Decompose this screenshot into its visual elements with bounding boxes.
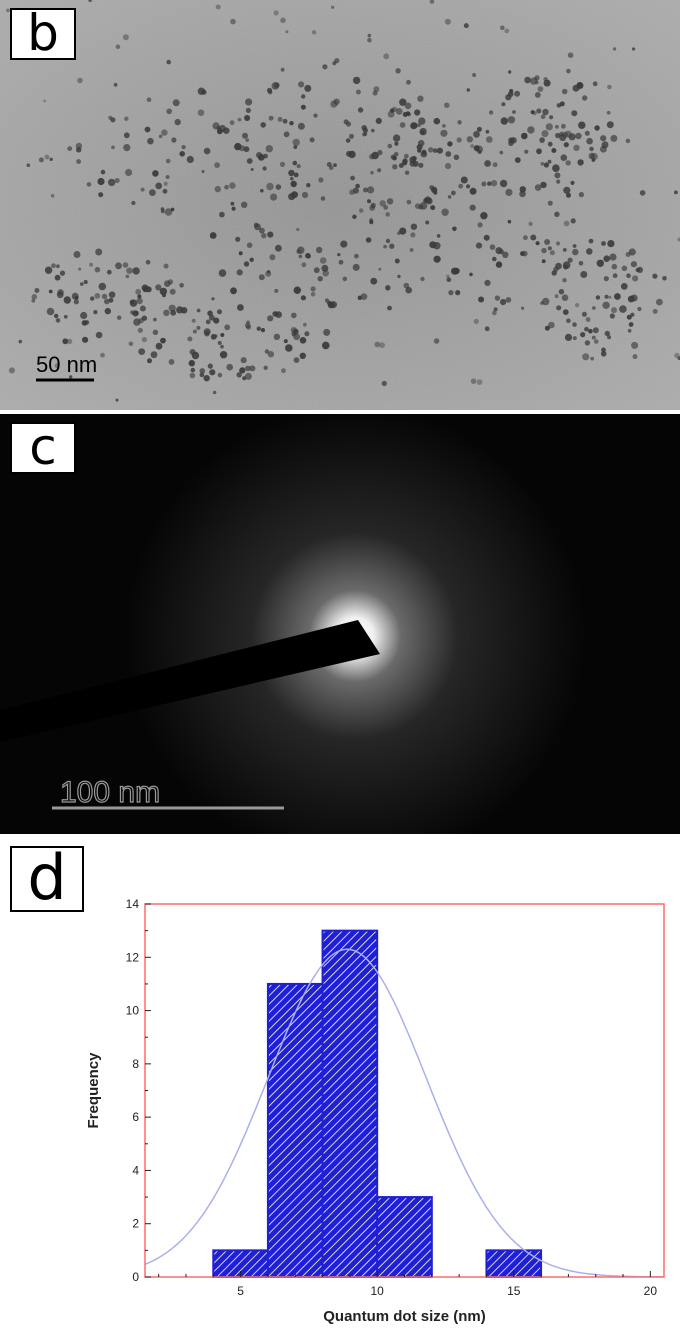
y-tick-label: 10	[126, 1004, 140, 1018]
panel-label-b: b	[10, 8, 76, 60]
histogram-bar	[266, 982, 324, 1279]
size-histogram-chart: 0 2 4 6 8 10 12 14 5 10 15 20 Quantum dot size (nm…	[85, 897, 665, 1325]
beam-stopper	[0, 620, 380, 742]
histogram-bar	[376, 1196, 433, 1279]
panel-label-d: d	[10, 846, 84, 912]
panel-label-c: c	[10, 422, 76, 474]
tem-image-panel-b: 50 nm b	[0, 0, 680, 410]
y-tick-label: 14	[126, 897, 140, 911]
tem-image-b: 50 nm	[0, 0, 680, 410]
histogram-panel-d: 0 2 4 6 8 10 12 14 5 10 15 20 Quantum dot size (nm…	[0, 840, 680, 1332]
y-tick-label: 12	[126, 950, 140, 964]
gaussian-fit-line	[144, 948, 664, 1278]
y-tick-label: 0	[132, 1270, 139, 1284]
saed-panel-c: 100 nm c	[0, 414, 680, 834]
histogram-bar	[321, 929, 379, 1279]
y-tick-label: 8	[132, 1057, 139, 1071]
y-tick-label: 4	[132, 1163, 139, 1177]
x-axis-label: Quantum dot size (nm)	[323, 1308, 486, 1325]
saed-image-c: 100 nm	[0, 414, 680, 834]
x-tick-label: 20	[644, 1284, 658, 1298]
x-tick-label: 5	[237, 1284, 244, 1298]
y-axis-label: Frequency	[85, 1052, 102, 1129]
y-tick-label: 6	[132, 1110, 139, 1124]
y-tick-label: 2	[132, 1217, 139, 1231]
scale-bar-label-b: 50 nm	[36, 352, 97, 377]
scale-bar-label-c: 100 nm	[60, 776, 160, 809]
x-tick-label: 10	[371, 1284, 385, 1298]
x-tick-label: 15	[507, 1284, 521, 1298]
nanoparticle-dots	[6, 0, 680, 402]
